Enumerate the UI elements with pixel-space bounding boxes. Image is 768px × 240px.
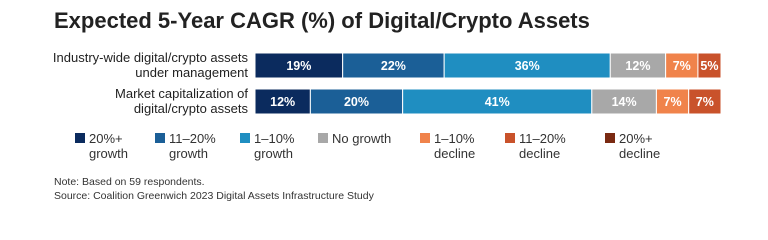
source: Source: Coalition Greenwich 2023 Digital… (54, 190, 374, 202)
value-label: 5% (700, 59, 718, 73)
bar-segment (688, 88, 722, 115)
value-label: 22% (381, 59, 406, 73)
value-label: 7% (664, 95, 682, 109)
legend-swatch (420, 133, 430, 143)
value-label: 7% (696, 95, 714, 109)
category-label: Market capitalization of digital/crypto … (115, 86, 248, 116)
value-label: 41% (485, 95, 510, 109)
bar-segment (655, 88, 690, 115)
bar-segment (254, 88, 311, 115)
legend-item: 20%+ growth (75, 131, 159, 161)
value-label: 12% (625, 59, 650, 73)
legend-swatch (240, 133, 250, 143)
legend-label: 20%+ growth (89, 131, 129, 161)
legend-swatch (505, 133, 515, 143)
legend-item: 11–20% growth (155, 131, 239, 161)
legend-label: No growth (332, 131, 392, 146)
legend-label: 20%+ decline (619, 131, 661, 161)
bar-segment (254, 52, 344, 79)
chart: 19% 22% 36% 12% 7% 5% 12% 20% 41% 14% 7% 7% (254, 52, 722, 115)
value-label: 20% (344, 95, 369, 109)
legend-item: 1–10% decline (420, 131, 504, 161)
bar-segment (309, 88, 404, 115)
legend-item: No growth (318, 131, 402, 146)
chart-title: Expected 5-Year CAGR (%) of Digital/Cryp… (54, 8, 590, 33)
value-label: 19% (286, 59, 311, 73)
bar-segment (591, 88, 657, 115)
bar-segment (402, 88, 593, 115)
legend-swatch (605, 133, 615, 143)
legend-swatch (318, 133, 328, 143)
legend-item: 20%+ decline (605, 131, 689, 161)
legend-label: 11–20% growth (169, 131, 216, 161)
legend-label: 1–10% decline (434, 131, 476, 161)
value-label: 36% (515, 59, 540, 73)
legend-swatch (155, 133, 165, 143)
page: Expected 5-Year CAGR (%) of Digital/Cryp… (52, 8, 722, 202)
note: Note: Based on 59 respondents. (54, 176, 205, 188)
legend-label: 1–10% growth (254, 131, 295, 161)
value-label: 12% (270, 95, 295, 109)
value-label: 7% (673, 59, 691, 73)
value-label: 14% (612, 95, 637, 109)
legend-swatch (75, 133, 85, 143)
legend-label: 11–20% decline (519, 131, 566, 161)
legend-item: 1–10% growth (240, 131, 324, 161)
bar-segment (697, 52, 722, 79)
legend-item: 11–20% decline (505, 131, 589, 161)
category-label: Industry-wide digital/crypto assets unde… (52, 50, 248, 80)
bar-segment (443, 52, 611, 79)
